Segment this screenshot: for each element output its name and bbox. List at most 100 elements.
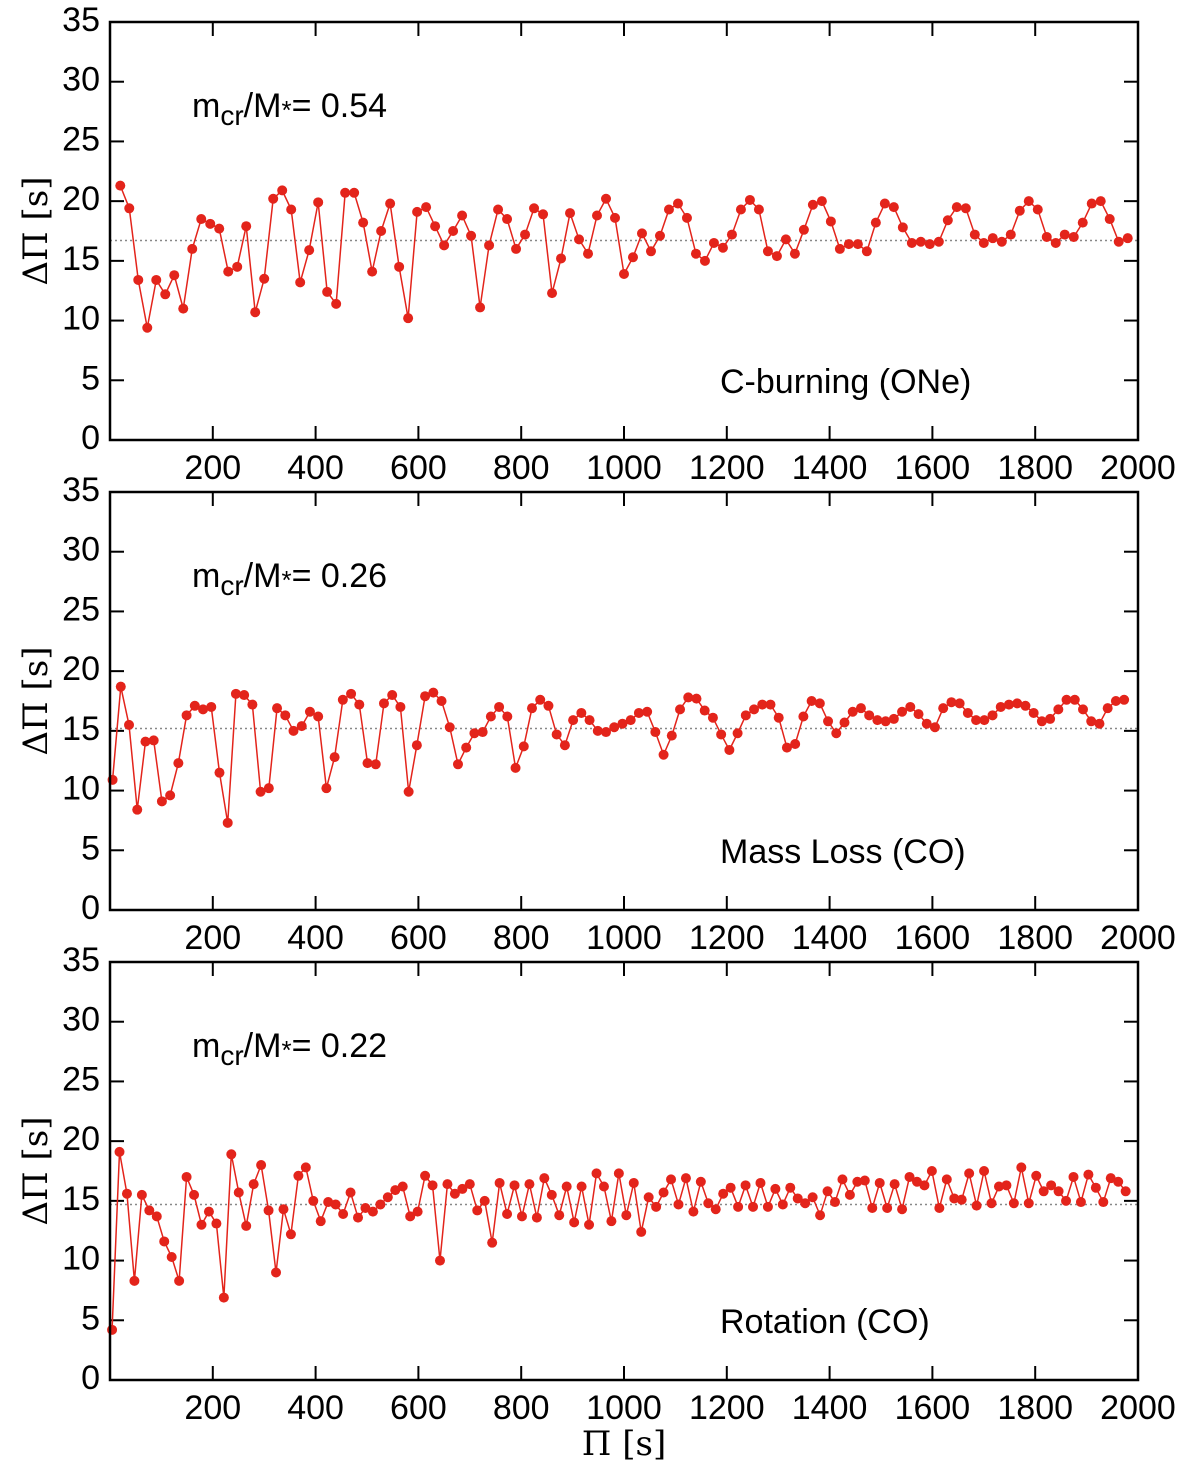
data-point [255,786,266,797]
data-point [531,1212,542,1223]
data-point [1119,694,1130,705]
data-point [358,217,369,228]
series-line [111,1151,1127,1330]
data-point [449,1188,460,1199]
data-point [617,718,628,729]
data-point [718,1188,729,1199]
x-tick-label: 200 [184,919,241,957]
data-point [627,252,638,263]
data-point [1014,205,1025,216]
data-point [1068,231,1079,242]
data-point [280,710,291,721]
annotation-part: m [192,87,220,125]
data-point [1020,700,1031,711]
x-axis-label: Π [s] [582,1424,666,1464]
data-point [880,716,891,727]
data-point [331,298,342,309]
data-point [205,218,216,229]
series-line [119,185,1128,328]
data-point [346,688,357,699]
data-point [1083,1169,1094,1180]
data-point [938,703,949,714]
data-point [762,246,773,257]
data-point [189,1189,200,1200]
data-point [535,694,546,705]
y-tick-label: 5 [81,359,100,397]
data-point [457,1183,468,1194]
data-point [1105,1173,1116,1184]
data-point [187,243,198,254]
data-point [834,243,845,254]
data-point [526,703,537,714]
y-tick-label: 25 [62,590,100,628]
x-tick-label: 2000 [1100,1389,1176,1427]
data-point [576,1181,587,1192]
data-point [181,710,192,721]
data-point [464,1179,475,1190]
data-point [633,707,644,718]
data-point [340,187,351,198]
data-point [247,699,258,710]
data-point [169,270,180,281]
x-tick-label: 1000 [586,919,662,957]
data-point [757,699,768,710]
data-point [516,1211,527,1222]
data-point [452,759,463,770]
data-point [814,698,825,709]
x-tick-label: 1800 [997,919,1073,957]
x-tick-label: 2000 [1100,449,1176,487]
data-point [405,1211,416,1222]
data-point [367,1206,378,1217]
data-point [949,1193,960,1204]
annotation-part: /M [244,557,282,595]
data-point [1028,707,1039,718]
data-point [211,1218,222,1229]
data-point [658,749,669,760]
y-tick-label: 0 [81,1359,100,1397]
data-point [354,699,365,710]
data-point [744,194,755,205]
data-point [376,226,387,236]
x-tick-label: 1400 [792,449,868,487]
data-point [397,1181,408,1192]
data-point [395,701,406,712]
data-point [394,261,405,272]
data-point [864,710,875,721]
data-point [233,1187,244,1198]
data-point [1053,1186,1064,1197]
data-point [946,697,957,708]
data-point [484,240,495,251]
data-point [430,221,441,232]
data-point [559,740,570,751]
data-point [771,251,782,262]
data-point [1113,236,1124,247]
data-point [1038,1186,1049,1197]
data-point [978,237,989,248]
annotation-part: = 0.22 [292,1027,387,1065]
x-tick-label: 1400 [792,919,868,957]
data-point [124,719,135,730]
data-point [822,1186,833,1197]
data-point [121,1188,132,1199]
data-point [956,1194,967,1205]
data-point [960,203,971,214]
data-point [1003,699,1014,710]
annotation-part: = 0.54 [292,87,387,125]
y-tick-label: 0 [81,419,100,457]
y-axis-label: ΔΠ [s] [16,1117,56,1226]
data-point [485,711,496,722]
series-line [111,686,1125,823]
data-point [592,725,603,736]
data-point [1045,713,1056,724]
data-point [628,1177,639,1188]
plot-frame [108,490,1140,912]
data-point [375,1199,386,1210]
data-point [132,804,143,815]
data-point [547,288,558,299]
panel: 0 5 10 15 20 25 30 35 200 400 600 800 1000 1200 1400 16… [16,941,1176,1464]
data-point [1068,1171,1079,1182]
data-point [529,203,540,214]
y-tick-label: 30 [62,531,100,569]
data-point [951,202,962,213]
x-tick-label: 600 [390,1389,447,1427]
